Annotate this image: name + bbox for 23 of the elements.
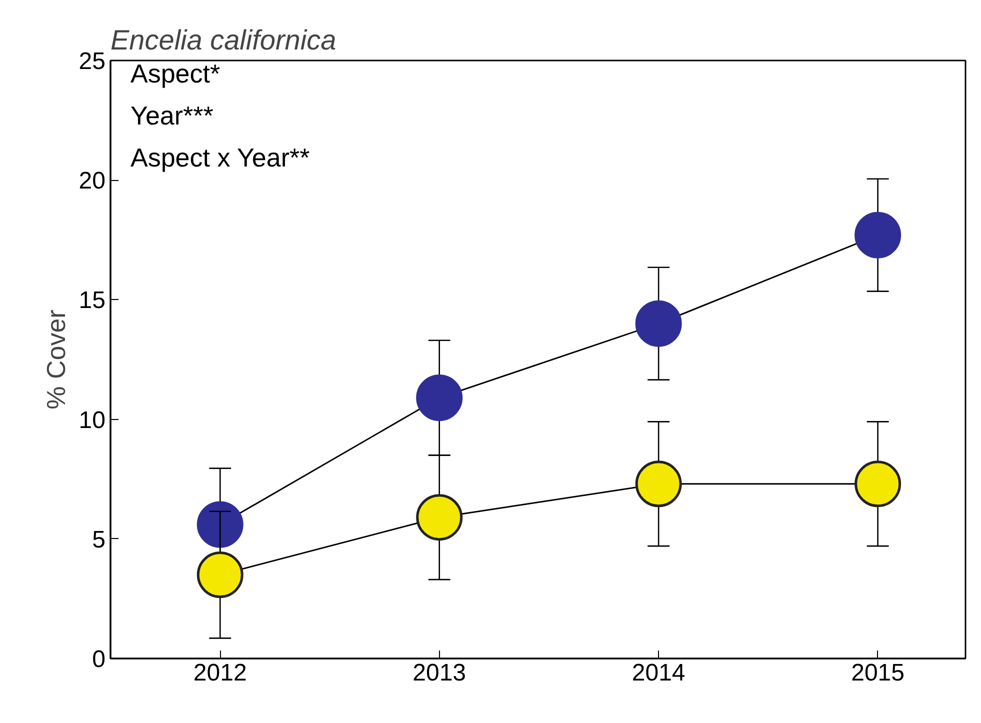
y-tick-label: 0 xyxy=(92,646,106,673)
point xyxy=(196,501,244,548)
point xyxy=(196,552,244,598)
point xyxy=(635,460,682,508)
x-tick-label: 2012 xyxy=(193,660,247,686)
point xyxy=(854,212,902,258)
annotation: Aspect* xyxy=(130,58,220,88)
y-tick-label: 5 xyxy=(92,526,106,554)
y-tick-label: 10 xyxy=(78,406,106,434)
chart-title: Encelia californica xyxy=(110,24,336,56)
x-tick-label: 2015 xyxy=(851,660,905,686)
y-tick-label: 20 xyxy=(78,168,106,195)
y-tick-label: 15 xyxy=(78,287,106,314)
x-tick-label: 2014 xyxy=(632,660,686,686)
annotation: Aspect x Year** xyxy=(130,142,310,172)
point xyxy=(854,460,902,508)
point xyxy=(416,494,463,541)
annotation: Year*** xyxy=(130,100,214,130)
y-axis-title: % Cover xyxy=(40,309,71,410)
point xyxy=(416,374,463,421)
x-tick-label: 2013 xyxy=(412,660,466,686)
y-tick-label: 25 xyxy=(78,48,106,75)
point xyxy=(635,300,682,347)
